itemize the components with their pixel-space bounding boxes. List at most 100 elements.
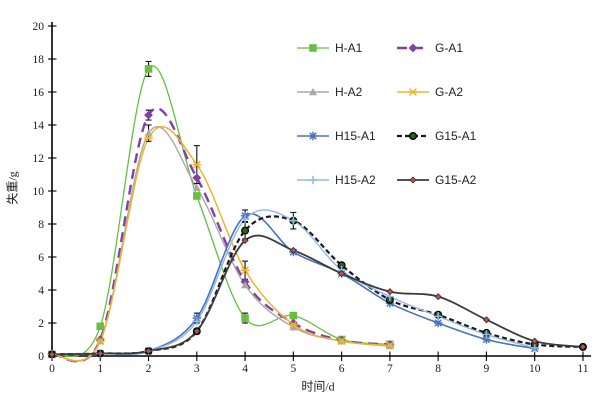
marker-plus [289,216,298,225]
marker-star4 [385,341,395,350]
marker-diamond [408,43,418,53]
marker-sdiamond [386,288,394,296]
marker-star4 [337,337,347,346]
legend-item-G-A1: G-A1 [396,40,496,56]
legend-item-H-A1: H-A1 [296,40,396,56]
y-tick-label: 4 [38,285,44,297]
x-tick-label: 5 [290,363,296,375]
y-tick-label: 2 [38,318,44,330]
marker-square [309,44,317,52]
marker-sdiamond [482,316,490,324]
legend-label: G-A2 [435,85,464,99]
y-tick-label: 14 [33,120,45,132]
series-markers-G15-A2 [48,237,587,358]
marker-sdiamond [193,327,201,335]
legend-item-H15-A2: H15-A2 [296,172,396,188]
x-tick-label: 0 [49,363,55,375]
marker-circle [241,226,250,235]
marker-sdiamond [579,343,587,351]
marker-sdiamond [48,350,56,358]
marker-sdiamond [96,350,104,358]
x-tick-label: 2 [146,363,152,375]
marker-star4 [240,266,250,275]
y-tick-label: 16 [33,87,45,99]
marker-star4 [408,88,418,96]
marker-sdiamond [145,347,153,355]
legend-item-G15-A2: G15-A2 [396,172,496,188]
legend-label: H15-A1 [335,129,376,143]
legend-triangle-marker-sample [297,88,329,96]
marker-circle [409,131,418,141]
marker-star4 [192,160,202,169]
marker-asterisk [308,131,318,141]
marker-triangle [144,129,153,137]
marker-plus [482,330,491,339]
y-tick-label: 18 [33,54,45,66]
marker-sdiamond [241,237,249,244]
marker-sdiamond [434,293,442,301]
series-line-G-A2 [51,126,390,362]
marker-square [144,65,153,73]
marker-square [96,322,105,331]
marker-triangle [241,281,250,289]
legend-item-H15-A1: H15-A1 [296,128,396,144]
legend-item-G15-A1: G15-A1 [396,128,496,144]
marker-star4 [95,337,105,346]
y-tick-label: 0 [38,351,44,363]
marker-triangle [192,183,201,191]
legend-label: H-A1 [335,41,363,55]
legend-diamond-marker-sample [397,43,429,53]
marker-square [289,311,298,320]
x-tick-label: 10 [529,363,541,375]
y-tick-label: 8 [38,219,44,231]
marker-star4 [144,134,153,143]
x-tick-label: 6 [339,363,345,375]
marker-plus [308,175,318,185]
x-tick-label: 11 [577,363,588,375]
legend-label: G15-A1 [435,129,477,143]
x-tick-label: 9 [484,363,490,375]
x-tick-label: 3 [194,363,200,375]
marker-plus [433,312,443,321]
legend-label: G-A1 [435,41,464,55]
marker-sdiamond [409,176,417,184]
marker-diamond [192,173,202,183]
legend-sdiamond-marker-sample [397,176,429,184]
x-tick-label: 8 [435,363,441,375]
marker-triangle [289,323,298,331]
marker-sdiamond [289,246,297,254]
y-axis-title: 失重/g [5,171,20,205]
marker-square [241,314,249,322]
marker-sdiamond [338,270,346,277]
marker-sdiamond [531,337,539,345]
marker-plus [192,317,202,326]
legend-asterisk-marker-sample [297,131,329,141]
marker-star4 [288,320,298,329]
legend-item-H-A2: H-A2 [296,84,396,100]
x-tick-label: 7 [387,363,393,375]
legend-label: H15-A2 [335,173,376,187]
legend-label: G15-A2 [435,173,477,187]
legend-plus-marker-sample [297,175,329,185]
y-tick-label: 20 [33,21,45,33]
x-tick-label: 1 [97,363,103,375]
legend-square-marker-sample [297,44,329,52]
legend-item-G-A2: G-A2 [396,84,496,100]
y-tick-label: 12 [33,153,45,165]
series-line-G15-A1 [51,215,584,356]
y-tick-label: 10 [33,186,45,198]
marker-square [193,192,201,200]
legend-label: H-A2 [335,85,363,99]
marker-plus [530,343,539,352]
x-axis-title: 时间/d [301,379,335,394]
legend-star4-marker-sample [397,88,429,96]
marker-plus [240,214,250,224]
legend-circle-marker-sample [397,131,429,141]
x-tick-label: 4 [242,363,248,375]
marker-triangle [309,88,317,96]
chart-legend: H-A1 G-A1 H-A2 G-A2 H15-A1 G15-A1 H15-A2 G15-A2 [296,26,496,202]
y-tick-label: 6 [38,252,44,264]
